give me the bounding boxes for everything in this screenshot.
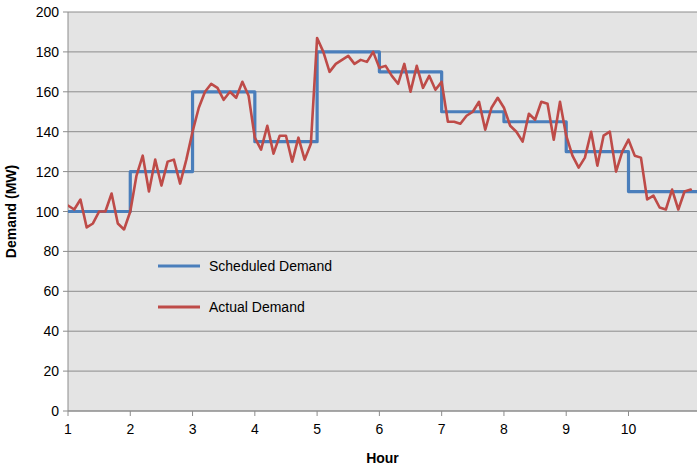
plot-area: [68, 12, 697, 411]
series-group: [68, 38, 697, 230]
legend-label: Scheduled Demand: [209, 258, 332, 274]
grid-line: [68, 91, 697, 92]
x-tick-label: 9: [562, 421, 570, 437]
y-tick: [63, 171, 68, 172]
y-tick: [63, 371, 68, 372]
grid-line: [68, 12, 697, 13]
legend-swatch: [158, 264, 200, 267]
legend-label: Actual Demand: [209, 299, 305, 315]
x-tick: [130, 411, 131, 416]
x-tick: [628, 411, 629, 416]
y-tick: [63, 51, 68, 52]
x-tick: [192, 411, 193, 416]
x-tick-label: 1: [64, 421, 72, 437]
y-tick: [63, 211, 68, 212]
x-tick-label: 8: [500, 421, 508, 437]
y-tick: [63, 411, 68, 412]
y-tick-label: 120: [36, 164, 60, 180]
grid-line: [68, 211, 697, 212]
x-axis-label: Hour: [366, 450, 399, 466]
y-tick: [63, 291, 68, 292]
grid-line: [68, 251, 697, 252]
y-tick: [63, 91, 68, 92]
legend-swatch: [158, 305, 200, 308]
x-tick-label: 7: [438, 421, 446, 437]
y-tick-label: 20: [43, 363, 59, 379]
grid-line: [68, 411, 697, 412]
grid-line: [68, 371, 697, 372]
x-tick-label: 4: [251, 421, 259, 437]
x-tick: [254, 411, 255, 416]
grid-line: [68, 331, 697, 332]
x-tick-label: 10: [621, 421, 637, 437]
background: [0, 0, 700, 470]
y-tick: [63, 331, 68, 332]
x-tick-label: 3: [189, 421, 197, 437]
chart: 0 20 40 60 80 100 120 140 160 180 200 1 2 3 4 5 6 7 8 9 10 Ho…: [0, 0, 700, 470]
x-tick: [68, 411, 69, 416]
y-tick: [63, 251, 68, 252]
x-tick: [441, 411, 442, 416]
y-tick: [63, 12, 68, 13]
y-tick-label: 200: [36, 4, 60, 20]
x-tick: [503, 411, 504, 416]
grid-line: [68, 291, 697, 292]
x-tick-label: 6: [375, 421, 383, 437]
y-tick-label: 140: [36, 124, 60, 140]
y-tick-label: 40: [43, 323, 59, 339]
x-tick-label: 5: [313, 421, 321, 437]
y-tick-label: 80: [43, 243, 59, 259]
y-tick-label: 60: [43, 283, 59, 299]
x-tick: [566, 411, 567, 416]
y-tick-label: 180: [36, 44, 60, 60]
y-tick-label: 0: [51, 403, 59, 419]
grid-line: [68, 131, 697, 132]
y-tick-label: 160: [36, 84, 60, 100]
series-line: [68, 38, 691, 230]
x-tick: [317, 411, 318, 416]
y-axis-label: Demand (MW): [3, 165, 19, 258]
x-tick-label: 2: [126, 421, 134, 437]
grid-line: [68, 51, 697, 52]
x-axis: [68, 411, 697, 412]
series-line: [68, 52, 697, 212]
x-tick: [379, 411, 380, 416]
y-tick: [63, 131, 68, 132]
y-tick-label: 100: [36, 204, 60, 220]
